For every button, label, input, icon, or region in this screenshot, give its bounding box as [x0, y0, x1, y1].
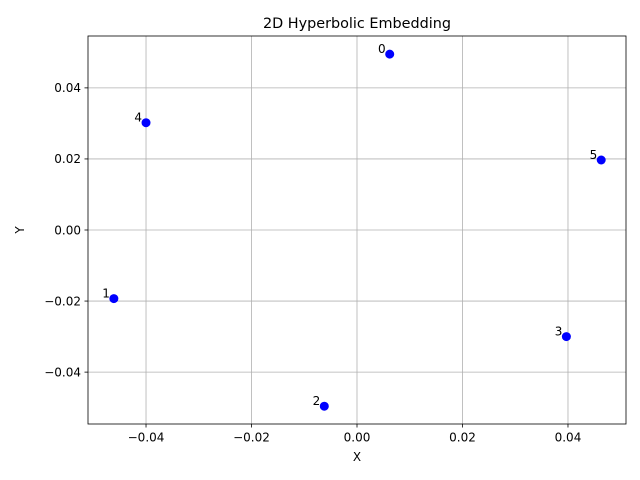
y-tick-label: 0.04	[54, 81, 81, 95]
point-label: 1	[102, 287, 110, 301]
point-label: 5	[590, 148, 598, 162]
data-point	[561, 332, 571, 342]
point-label: 4	[134, 111, 142, 125]
x-tick-label: 0.04	[555, 431, 582, 445]
y-tick-label: 0.02	[54, 152, 81, 166]
x-tick-label: −0.04	[128, 431, 165, 445]
data-point	[385, 49, 395, 59]
data-point	[141, 118, 151, 128]
data-point	[319, 401, 329, 411]
point-label: 2	[313, 394, 321, 408]
y-tick-label: 0.00	[54, 223, 81, 237]
x-axis-title: X	[353, 450, 361, 464]
y-tick-label: −0.04	[44, 365, 81, 379]
point-label: 3	[555, 325, 563, 339]
data-points: 0 1 2 3 4 5	[102, 42, 606, 411]
point-label: 0	[378, 42, 386, 56]
grid	[88, 36, 626, 424]
data-point	[109, 294, 119, 304]
y-tick-label: −0.02	[44, 294, 81, 308]
x-tick-label: 0.00	[344, 431, 371, 445]
data-point	[596, 155, 606, 165]
axis-ticks: −0.04 −0.02 0.00 0.02 0.04 −0.04 −0.02 0.00 0.02…	[44, 81, 581, 444]
chart-title: 2D Hyperbolic Embedding	[263, 16, 451, 32]
x-tick-label: −0.02	[233, 431, 270, 445]
x-tick-label: 0.02	[449, 431, 476, 445]
y-axis-title: Y	[13, 226, 27, 235]
